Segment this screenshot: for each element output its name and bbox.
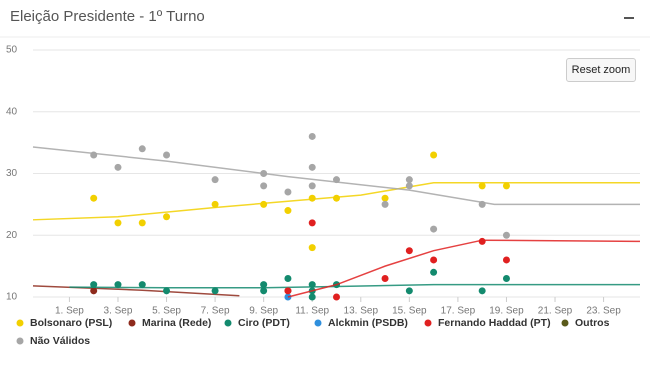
legend-label[interactable]: Bolsonaro (PSL) [30,317,112,329]
legend-marker[interactable] [561,319,569,327]
reset-zoom-button[interactable]: Reset zoom [566,58,636,82]
poll-point [163,287,171,295]
poll-point [308,194,316,202]
poll-point [405,287,413,295]
poll-point [138,145,146,153]
poll-point [430,268,438,276]
legend-marker[interactable] [128,319,136,327]
legend-marker[interactable] [16,337,24,345]
legend-marker[interactable] [424,319,432,327]
x-tick-label: 7. Sep [201,306,230,317]
poll-point [405,182,413,190]
poll-point [308,182,316,190]
poll-point [260,170,268,177]
poll-point [308,293,316,301]
poll-point [308,163,316,171]
poll-point [478,287,486,295]
trend-line [69,283,640,289]
x-tick-label: 1. Sep [55,306,84,317]
poll-point [284,287,292,295]
poll-point [211,200,219,208]
x-tick-label: 9. Sep [249,306,278,317]
trend-line [32,146,640,206]
poll-point [333,194,340,202]
poll-point [260,182,268,190]
poll-point [478,182,486,190]
poll-point [211,176,219,184]
poll-point [308,244,316,252]
poll-point [138,219,146,227]
poll-point [478,200,486,208]
poll-point [502,182,510,190]
legend-marker[interactable] [224,319,232,327]
legend-label[interactable]: Outros [575,317,610,329]
legend-label[interactable]: Marina (Rede) [142,317,211,329]
poll-point [211,287,219,295]
legend-marker[interactable] [314,319,322,327]
trend-line [287,239,641,298]
poll-point [260,200,268,208]
poll-point [381,274,389,282]
poll-point [260,281,268,289]
legend-label[interactable]: Ciro (PDT) [238,317,290,329]
x-tick-label: 21. Sep [538,306,573,317]
y-tick-label: 50 [6,45,18,56]
poll-point [308,281,316,289]
x-tick-label: 3. Sep [104,306,133,317]
poll-point [430,256,438,264]
widget-title: Eleição Presidente - 1º Turno [10,8,205,25]
poll-point [90,287,98,295]
x-tick-label: 5. Sep [152,306,181,317]
poll-point [138,281,146,289]
x-tick-label: 17. Sep [441,306,476,317]
poll-point [478,237,486,245]
poll-point [114,163,122,171]
poll-point [333,293,340,301]
x-tick-label: 15. Sep [392,306,427,317]
y-tick-label: 20 [6,230,18,241]
x-tick-label: 23. Sep [586,306,621,317]
x-tick-label: 13. Sep [344,306,379,317]
poll-point [405,176,413,184]
poll-point [260,287,268,295]
legend-marker[interactable] [16,319,24,327]
y-tick-label: 30 [6,168,18,179]
poll-point [284,207,292,215]
poll-point [284,188,292,196]
poll-point [114,281,122,289]
poll-point [405,247,413,255]
poll-point [114,219,122,227]
poll-point [90,194,98,202]
poll-point [502,274,510,282]
trend-line [32,182,640,221]
poll-point [308,219,316,227]
poll-point [163,151,171,159]
poll-point [430,225,438,233]
legend-label[interactable]: Fernando Haddad (PT) [438,317,551,329]
y-tick-label: 10 [6,292,18,303]
x-tick-label: 19. Sep [489,306,524,317]
poll-point [284,274,292,282]
poll-point [502,256,510,264]
y-tick-label: 40 [6,106,18,117]
poll-point [502,231,510,239]
poll-point [308,132,316,140]
poll-point [333,176,340,184]
poll-point [163,213,171,221]
legend-label[interactable]: Não Válidos [30,335,90,347]
poll-point [381,200,389,208]
poll-point [90,151,98,159]
poll-point [381,194,389,202]
poll-point [90,281,98,289]
poll-point [430,151,438,159]
x-tick-label: 11. Sep [295,306,329,317]
legend-label[interactable]: Alckmin (PSDB) [328,317,408,329]
